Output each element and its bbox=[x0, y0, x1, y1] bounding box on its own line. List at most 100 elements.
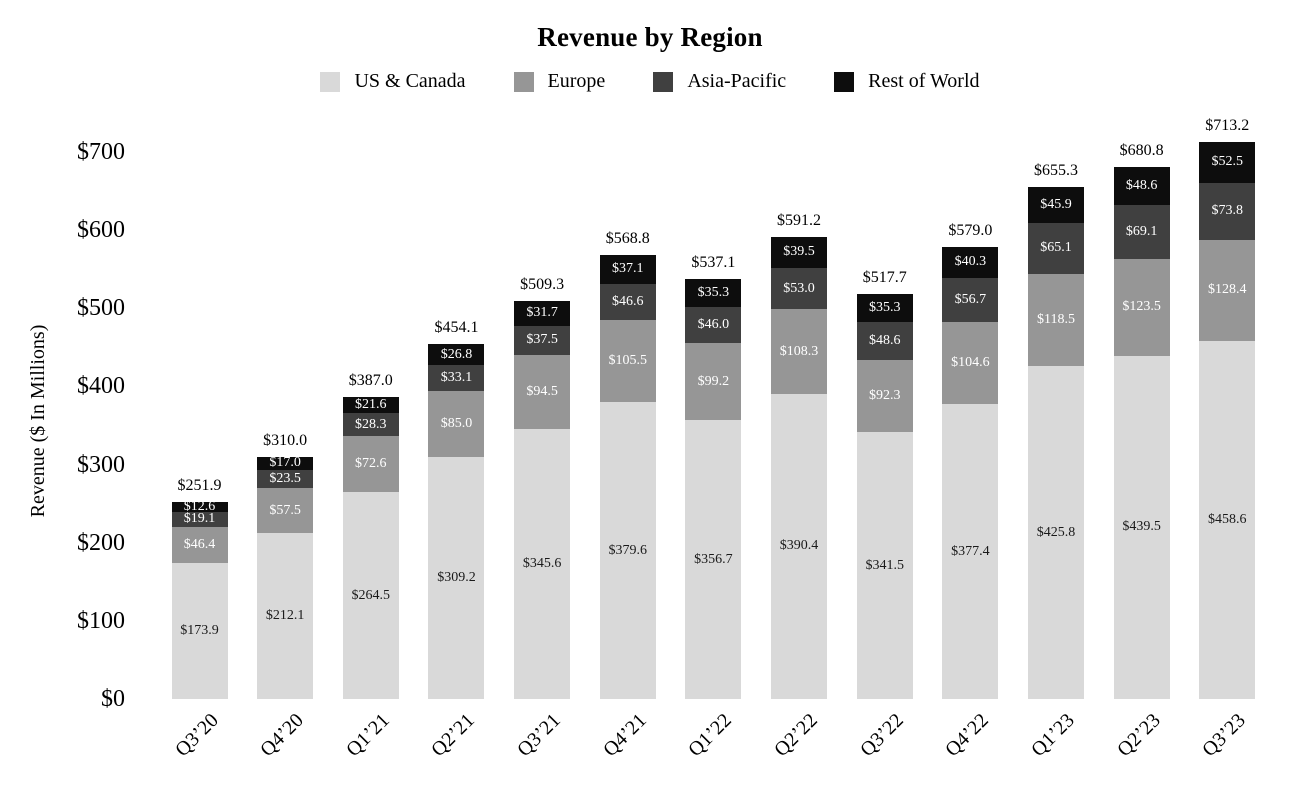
segment-value-label: $26.8 bbox=[440, 346, 473, 362]
bar-segment: $390.4 bbox=[771, 393, 828, 699]
segment-value-label: $37.5 bbox=[526, 332, 558, 348]
bar-segment: $123.5 bbox=[1113, 259, 1170, 356]
segment-value-label: $46.0 bbox=[697, 316, 730, 332]
segment-value-label: $356.7 bbox=[694, 551, 733, 567]
bar-total-label: $517.7 bbox=[862, 269, 907, 287]
bar-segment: $104.6 bbox=[942, 322, 999, 405]
bar: $17.0 $23.5 $57.5 $212.1 bbox=[257, 456, 314, 699]
segment-value-label: $377.4 bbox=[951, 543, 990, 559]
bar-segment: $212.1 bbox=[257, 533, 314, 699]
bar-segment: $17.0 bbox=[257, 456, 314, 470]
segment-value-label: $264.5 bbox=[351, 587, 391, 603]
bar-segment: $99.2 bbox=[685, 342, 742, 421]
bar: $45.9 $65.1 $118.5 $425.8 bbox=[1028, 186, 1084, 699]
x-tick-label: Q3’20 bbox=[170, 709, 223, 761]
bar-segment: $264.5 bbox=[342, 492, 399, 699]
x-tick-label: Q1’21 bbox=[341, 709, 394, 761]
bar-segment: $12.6 bbox=[171, 500, 228, 514]
y-tick-label: $700 bbox=[77, 139, 125, 166]
segment-value-label: $105.5 bbox=[608, 353, 648, 369]
segment-value-label: $341.5 bbox=[865, 557, 904, 573]
bar-total-label: $680.8 bbox=[1119, 142, 1164, 160]
legend-item: Rest of World bbox=[834, 70, 980, 93]
legend-swatch bbox=[320, 71, 341, 92]
bar-segment: $57.5 bbox=[257, 488, 314, 534]
bar-segment: $458.6 bbox=[1199, 340, 1256, 699]
segment-value-label: $390.4 bbox=[779, 538, 819, 554]
segment-value-label: $85.0 bbox=[440, 416, 473, 432]
bar-segment: $23.5 bbox=[257, 469, 314, 489]
bar-segment: $118.5 bbox=[1028, 273, 1084, 367]
bar-segment: $73.8 bbox=[1199, 182, 1256, 241]
segment-value-label: $99.2 bbox=[697, 373, 730, 389]
segment-value-label: $48.6 bbox=[1125, 178, 1158, 194]
segment-value-label: $39.5 bbox=[783, 244, 815, 260]
legend-swatch bbox=[513, 71, 534, 92]
bar-total-label: $568.8 bbox=[605, 229, 650, 247]
bar-segment: $92.3 bbox=[856, 360, 913, 433]
segment-value-label: $33.1 bbox=[440, 370, 473, 386]
segment-value-label: $104.6 bbox=[951, 355, 990, 371]
bar-segment: $31.7 bbox=[514, 301, 571, 326]
x-tick-label: Q1’23 bbox=[1027, 709, 1079, 761]
segment-value-label: $40.3 bbox=[954, 254, 987, 270]
bar: $48.6 $69.1 $123.5 $439.5 bbox=[1113, 167, 1170, 699]
bar-segment: $19.1 bbox=[171, 511, 228, 527]
bar-segment: $46.4 bbox=[171, 526, 228, 564]
bar: $40.3 $56.7 $104.6 $377.4 bbox=[942, 246, 999, 699]
segment-value-label: $92.3 bbox=[868, 388, 901, 404]
segment-value-label: $53.0 bbox=[783, 280, 815, 296]
y-axis-title: Revenue ($ In Millions) bbox=[27, 324, 49, 518]
bar-total-label: $537.1 bbox=[691, 254, 736, 272]
bar-segment: $26.8 bbox=[428, 344, 485, 366]
segment-value-label: $309.2 bbox=[437, 570, 476, 586]
segment-value-label: $128.4 bbox=[1208, 282, 1247, 298]
bar: $52.5 $73.8 $128.4 $458.6 bbox=[1199, 141, 1256, 699]
bar-total-label: $579.0 bbox=[948, 221, 993, 239]
bar-segment: $56.7 bbox=[942, 278, 999, 323]
bar-segment: $345.6 bbox=[514, 428, 571, 699]
bar-segment: $108.3 bbox=[771, 309, 828, 394]
segment-value-label: $379.6 bbox=[608, 542, 648, 558]
bar-segment: $46.0 bbox=[685, 306, 742, 343]
segment-value-label: $52.5 bbox=[1211, 154, 1244, 170]
bar-segment: $37.5 bbox=[514, 325, 571, 356]
segment-value-label: $56.7 bbox=[954, 292, 987, 308]
bar-segment: $35.3 bbox=[685, 279, 742, 307]
segment-value-label: $37.1 bbox=[612, 261, 644, 277]
segment-value-label: $108.3 bbox=[779, 343, 819, 359]
bar-segment: $105.5 bbox=[599, 319, 656, 403]
bar-segment: $72.6 bbox=[342, 435, 399, 493]
bar-segment: $21.6 bbox=[342, 396, 399, 414]
segment-value-label: $57.5 bbox=[269, 502, 301, 518]
bar-segment: $53.0 bbox=[771, 267, 828, 310]
bar: $12.6 $19.1 $46.4 $173.9 bbox=[171, 500, 228, 699]
segment-value-label: $46.6 bbox=[612, 293, 644, 309]
bar-segment: $94.5 bbox=[514, 355, 571, 429]
segment-value-label: $345.6 bbox=[522, 555, 562, 571]
segment-value-label: $72.6 bbox=[355, 455, 387, 471]
bar-segment: $48.6 bbox=[1113, 167, 1170, 206]
segment-value-label: $173.9 bbox=[180, 623, 219, 639]
bar-segment: $341.5 bbox=[856, 432, 913, 699]
x-tick-label: Q3’22 bbox=[855, 709, 908, 761]
segment-value-label: $19.1 bbox=[183, 511, 216, 527]
bar-segment: $45.9 bbox=[1028, 186, 1084, 223]
legend-swatch bbox=[653, 71, 674, 92]
bar-total-label: $387.0 bbox=[348, 371, 393, 389]
segment-value-label: $94.5 bbox=[526, 384, 558, 400]
segment-value-label: $118.5 bbox=[1037, 311, 1075, 327]
segment-value-label: $73.8 bbox=[1211, 203, 1244, 219]
x-tick-label: Q2’22 bbox=[770, 709, 822, 761]
bar-segment: $425.8 bbox=[1028, 366, 1084, 699]
bar-segment: $52.5 bbox=[1199, 141, 1256, 183]
legend-item: Asia-Pacific bbox=[653, 70, 786, 93]
bar-segment: $173.9 bbox=[171, 563, 228, 699]
bar: $37.1 $46.6 $105.5 $379.6 bbox=[599, 254, 656, 699]
bar: $26.8 $33.1 $85.0 $309.2 bbox=[428, 344, 485, 699]
bar: $21.6 $28.3 $72.6 $264.5 bbox=[342, 396, 399, 699]
bar-segment: $439.5 bbox=[1113, 355, 1170, 699]
segment-value-label: $31.7 bbox=[526, 305, 558, 321]
bar-segment: $37.1 bbox=[599, 254, 656, 284]
chart-legend: US & Canada Europe Asia-Pacific Rest of Wor… bbox=[0, 70, 1300, 93]
